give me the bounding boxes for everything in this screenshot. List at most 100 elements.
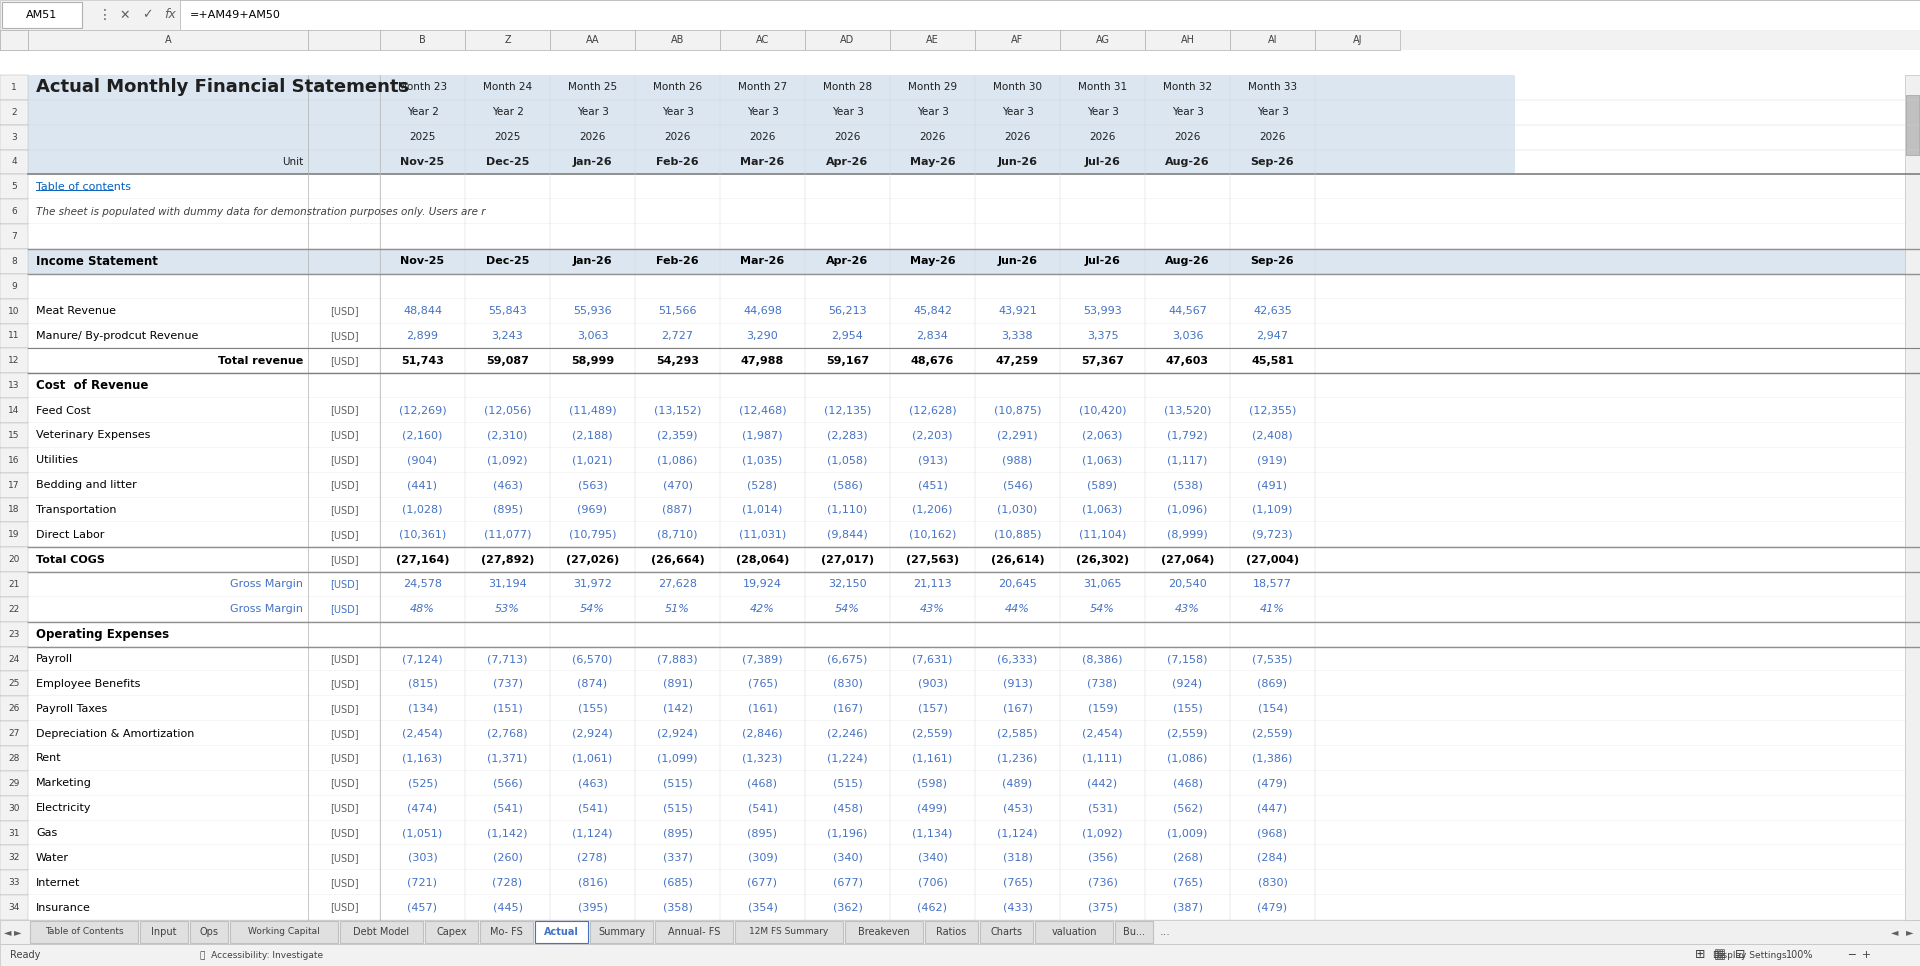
Text: ⊡: ⊡ [1736, 949, 1745, 961]
Text: (1,386): (1,386) [1252, 753, 1292, 763]
Text: 26: 26 [8, 704, 19, 713]
Text: (2,924): (2,924) [572, 728, 612, 739]
Text: Transportation: Transportation [36, 505, 117, 515]
Text: (546): (546) [1002, 480, 1033, 490]
Bar [29, 125, 380, 150]
Text: 53,993: 53,993 [1083, 306, 1121, 316]
Text: 43%: 43% [1175, 605, 1200, 614]
Text: 2026: 2026 [1004, 132, 1031, 142]
Text: 54%: 54% [580, 605, 605, 614]
Text: 54,293: 54,293 [657, 355, 699, 366]
Text: (887): (887) [662, 505, 693, 515]
Text: Actual: Actual [543, 927, 580, 937]
Text: AB: AB [670, 35, 684, 45]
Text: Month 25: Month 25 [568, 82, 616, 93]
Text: (738): (738) [1087, 679, 1117, 689]
Bar [29, 324, 1920, 349]
Bar [720, 30, 804, 50]
Text: (2,160): (2,160) [403, 431, 444, 440]
Text: (318): (318) [1002, 853, 1033, 863]
Text: 24: 24 [8, 655, 19, 664]
Text: 4: 4 [12, 157, 17, 166]
Text: (2,203): (2,203) [912, 431, 952, 440]
Text: 47,603: 47,603 [1165, 355, 1210, 366]
Bar [0, 199, 29, 224]
Text: Month 29: Month 29 [908, 82, 956, 93]
Text: 11: 11 [8, 331, 19, 340]
Text: [USD]: [USD] [330, 505, 359, 515]
Text: Jun-26: Jun-26 [998, 157, 1037, 167]
Text: (356): (356) [1087, 853, 1117, 863]
Text: (458): (458) [833, 803, 862, 813]
Text: 2: 2 [12, 108, 17, 117]
Text: ⊞: ⊞ [1695, 949, 1705, 961]
Text: (375): (375) [1087, 902, 1117, 913]
Bar [0, 895, 29, 920]
Text: (816): (816) [578, 878, 607, 888]
Text: (969): (969) [578, 505, 607, 515]
Text: (874): (874) [578, 679, 607, 689]
Text: ◄: ◄ [4, 927, 12, 937]
Text: 21: 21 [8, 580, 19, 589]
Text: Dec-25: Dec-25 [486, 157, 530, 167]
Text: (284): (284) [1258, 853, 1288, 863]
Text: Actual Monthly Financial Statements: Actual Monthly Financial Statements [36, 78, 409, 97]
Text: 23: 23 [8, 630, 19, 639]
Text: Operating Expenses: Operating Expenses [36, 628, 169, 640]
Text: 18,577: 18,577 [1254, 580, 1292, 589]
Bar [0, 423, 29, 448]
Text: (27,004): (27,004) [1246, 554, 1300, 565]
Text: 2026: 2026 [1175, 132, 1200, 142]
Text: (1,058): (1,058) [828, 455, 868, 466]
Text: Internet: Internet [36, 878, 81, 888]
Bar [0, 448, 29, 472]
Bar [0, 298, 29, 324]
Text: (1,117): (1,117) [1167, 455, 1208, 466]
Text: [USD]: [USD] [330, 580, 359, 589]
Text: (1,096): (1,096) [1167, 505, 1208, 515]
Text: 48%: 48% [411, 605, 436, 614]
Text: Cost  of Revenue: Cost of Revenue [36, 380, 148, 392]
Text: (869): (869) [1258, 679, 1288, 689]
Text: [USD]: [USD] [330, 803, 359, 813]
Text: (1,063): (1,063) [1083, 505, 1123, 515]
Text: (468): (468) [1173, 779, 1202, 788]
Bar [29, 870, 1920, 895]
Text: 🛡  Accessibility: Investigate: 🛡 Accessibility: Investigate [200, 951, 323, 959]
Text: Year 3: Year 3 [1171, 107, 1204, 117]
Text: (541): (541) [493, 803, 522, 813]
Text: (2,454): (2,454) [1083, 728, 1123, 739]
Text: (1,196): (1,196) [828, 828, 868, 838]
Text: (8,710): (8,710) [657, 529, 697, 540]
Text: (442): (442) [1087, 779, 1117, 788]
Text: 44,567: 44,567 [1167, 306, 1208, 316]
Text: Month 26: Month 26 [653, 82, 703, 93]
Text: (7,713): (7,713) [488, 654, 528, 664]
Text: (474): (474) [407, 803, 438, 813]
Text: Meat Revenue: Meat Revenue [36, 306, 115, 316]
Bar [536, 921, 588, 943]
Text: (27,892): (27,892) [480, 554, 534, 565]
Text: Feed Cost: Feed Cost [36, 406, 90, 415]
Text: (278): (278) [578, 853, 607, 863]
Text: 51%: 51% [664, 605, 689, 614]
Bar [380, 150, 1515, 175]
Text: Veterinary Expenses: Veterinary Expenses [36, 431, 150, 440]
Text: 55,936: 55,936 [574, 306, 612, 316]
Bar [1905, 75, 1920, 920]
Text: AA: AA [586, 35, 599, 45]
Bar [845, 921, 924, 943]
Text: Rent: Rent [36, 753, 61, 763]
Bar [31, 921, 138, 943]
Bar [636, 30, 720, 50]
Text: (2,359): (2,359) [657, 431, 697, 440]
Text: fx: fx [163, 9, 177, 21]
Bar [29, 273, 1920, 298]
Bar [0, 249, 29, 273]
Bar [979, 921, 1033, 943]
Text: [USD]: [USD] [330, 704, 359, 714]
Bar [0, 646, 29, 671]
Text: (441): (441) [407, 480, 438, 490]
Text: 24,578: 24,578 [403, 580, 442, 589]
Text: 43%: 43% [920, 605, 945, 614]
